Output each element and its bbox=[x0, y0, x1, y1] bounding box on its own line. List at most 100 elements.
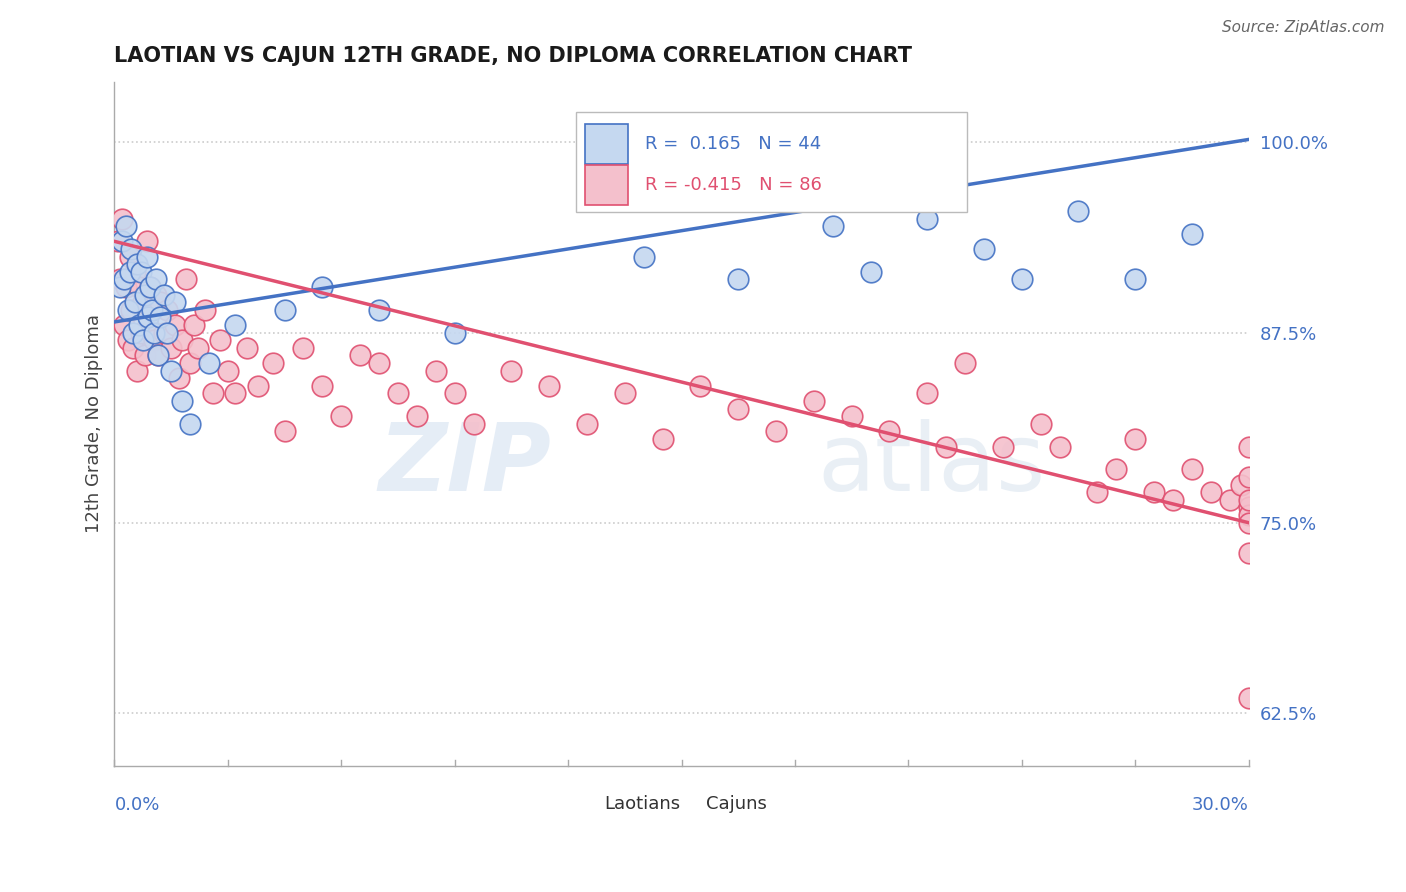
Point bbox=[122, 341, 145, 355]
Point bbox=[128, 280, 150, 294]
Text: Cajuns: Cajuns bbox=[706, 796, 768, 814]
Point bbox=[114, 219, 136, 234]
Point bbox=[1237, 690, 1260, 705]
Point bbox=[443, 386, 465, 401]
Point bbox=[1230, 477, 1253, 491]
Point bbox=[160, 341, 183, 355]
Text: ZIP: ZIP bbox=[378, 419, 551, 511]
Point bbox=[160, 363, 183, 377]
Point bbox=[224, 386, 246, 401]
Point bbox=[129, 326, 152, 340]
Point bbox=[132, 295, 155, 310]
Point bbox=[368, 356, 391, 370]
Point bbox=[194, 302, 217, 317]
Point bbox=[1199, 485, 1222, 500]
Text: R = -0.415   N = 86: R = -0.415 N = 86 bbox=[645, 176, 823, 194]
Point bbox=[146, 348, 169, 362]
Point bbox=[1237, 508, 1260, 522]
Point bbox=[127, 363, 149, 377]
Point bbox=[1123, 432, 1146, 446]
Bar bbox=[574, 797, 599, 812]
Point bbox=[935, 440, 957, 454]
FancyBboxPatch shape bbox=[576, 112, 967, 211]
Point bbox=[443, 326, 465, 340]
Point bbox=[127, 257, 149, 271]
Point bbox=[108, 280, 131, 294]
Point bbox=[1161, 492, 1184, 507]
Point bbox=[1237, 516, 1260, 530]
Point bbox=[917, 386, 939, 401]
Point bbox=[1237, 500, 1260, 515]
Point bbox=[172, 333, 194, 347]
Point bbox=[134, 348, 156, 362]
Point bbox=[111, 211, 134, 226]
Point bbox=[821, 219, 844, 234]
Point bbox=[1237, 440, 1260, 454]
Point bbox=[120, 242, 142, 256]
Point bbox=[156, 302, 179, 317]
Point bbox=[463, 417, 485, 431]
Point bbox=[172, 394, 194, 409]
Point bbox=[179, 417, 201, 431]
Point bbox=[187, 341, 209, 355]
Point bbox=[163, 295, 186, 310]
Point bbox=[1105, 462, 1128, 476]
Point bbox=[135, 250, 157, 264]
Text: Source: ZipAtlas.com: Source: ZipAtlas.com bbox=[1222, 20, 1385, 35]
Point bbox=[247, 379, 270, 393]
Point bbox=[149, 310, 172, 325]
Point bbox=[859, 265, 882, 279]
Point bbox=[149, 295, 172, 310]
Point bbox=[727, 401, 749, 416]
Point bbox=[138, 318, 160, 332]
Point bbox=[368, 302, 391, 317]
Point bbox=[152, 287, 174, 301]
Point bbox=[201, 386, 224, 401]
Point bbox=[217, 363, 239, 377]
Point bbox=[501, 363, 523, 377]
Point bbox=[425, 363, 447, 377]
Point bbox=[727, 272, 749, 286]
Point bbox=[1067, 203, 1090, 218]
Point bbox=[765, 425, 787, 439]
Text: atlas: atlas bbox=[818, 419, 1046, 511]
Point bbox=[141, 302, 163, 317]
Point bbox=[198, 356, 221, 370]
Point bbox=[163, 318, 186, 332]
Point bbox=[803, 394, 825, 409]
Point bbox=[311, 379, 333, 393]
Point bbox=[139, 280, 162, 294]
Point bbox=[134, 287, 156, 301]
Point bbox=[841, 409, 863, 424]
Point bbox=[209, 333, 232, 347]
Point bbox=[575, 417, 598, 431]
Point bbox=[1237, 470, 1260, 484]
Point bbox=[129, 265, 152, 279]
Point bbox=[152, 326, 174, 340]
Point bbox=[112, 272, 135, 286]
Point bbox=[349, 348, 371, 362]
Point bbox=[143, 333, 166, 347]
Point bbox=[235, 341, 257, 355]
Point bbox=[330, 409, 353, 424]
Point bbox=[1011, 272, 1033, 286]
Point bbox=[1219, 492, 1241, 507]
Point bbox=[132, 333, 155, 347]
Bar bbox=[676, 797, 700, 812]
Text: R =  0.165   N = 44: R = 0.165 N = 44 bbox=[645, 135, 821, 153]
Point bbox=[108, 272, 131, 286]
Bar bbox=[585, 124, 628, 164]
Point bbox=[145, 287, 167, 301]
Point bbox=[917, 211, 939, 226]
Point bbox=[311, 280, 333, 294]
Point bbox=[651, 432, 673, 446]
Point bbox=[1123, 272, 1146, 286]
Point bbox=[117, 333, 139, 347]
Point bbox=[145, 272, 167, 286]
Point bbox=[167, 371, 190, 385]
Point bbox=[107, 235, 129, 249]
Point bbox=[156, 326, 179, 340]
Point bbox=[1237, 492, 1260, 507]
Y-axis label: 12th Grade, No Diploma: 12th Grade, No Diploma bbox=[86, 314, 103, 533]
Point bbox=[138, 310, 160, 325]
